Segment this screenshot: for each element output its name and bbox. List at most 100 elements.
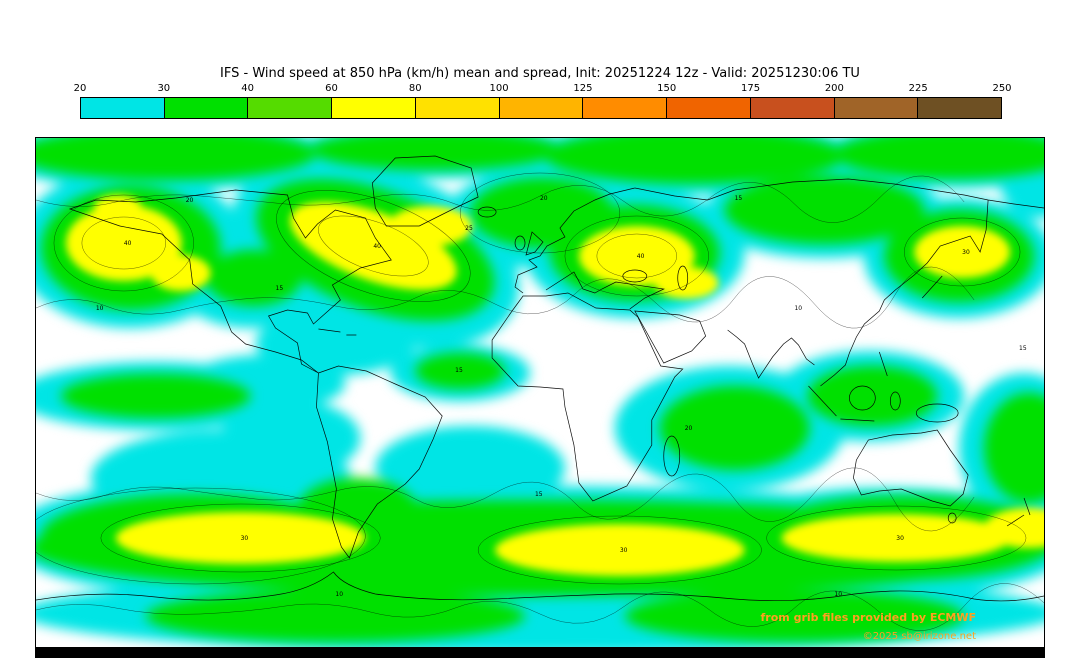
map-frame: 20 10 40 15 40 25 20 40 15 10 30 15 30 30 30 15 10 10 20 15… [35,137,1045,658]
contour-label: 40 [373,243,381,250]
colorbar-tick-label: 40 [241,83,254,94]
map-geometry [984,508,1044,548]
colorbar: 20 30 40 60 80 100 125 150 175 200 225 250 [74,83,1012,123]
coast-mediterranean [545,271,665,310]
coast-south-america [316,365,443,559]
map-geometry [36,138,316,180]
coast-arabia [634,310,707,364]
colorbar-segment [81,98,165,118]
colorbar-segment [164,98,249,118]
attribution-copyright: ©2025 sb@irizone.net [862,631,976,642]
contour-label: 20 [186,197,194,204]
contour-label: 40 [124,240,132,247]
map-geometry [659,386,810,470]
map-geometry [477,515,762,585]
coast-borneo [849,385,876,411]
map-geometry [914,226,1011,278]
map-geometry [545,138,845,184]
map-geometry [100,503,381,573]
contour-label: 10 [834,591,842,598]
map-geometry [807,366,938,426]
colorbar-segment [667,98,751,118]
colorbar-tick-label: 60 [325,83,338,94]
coast-australia [853,429,969,507]
coast-tasmania [947,512,957,524]
map-geometry [60,374,251,418]
contour-label: 25 [465,225,473,232]
map-geometry [834,138,1044,179]
contour-label: 15 [535,491,543,498]
map-geometry [984,393,1044,503]
map-geometry [220,400,361,476]
map-geometry [36,175,965,223]
map-geometry [318,215,429,277]
map-geometry [36,487,366,585]
contour-label: 15 [455,367,463,374]
coast-ireland [514,235,526,251]
map-geometry [36,467,975,532]
colorbar-tick-label: 175 [740,83,761,94]
map-geometry [205,250,302,306]
map-geometry [654,267,719,299]
contour-label: 15 [276,285,284,292]
map-geometry [724,176,925,244]
colorbar-tick-label: 250 [992,83,1012,94]
world-map: 20 10 40 15 40 25 20 40 15 10 30 15 30 30 30 15 10 10 20 15 [36,138,1044,647]
map-geometry [781,514,1012,562]
colorbar-segment [918,98,1002,118]
map-geometry [624,590,965,642]
contour-label: 30 [962,249,970,256]
coast-greenland [371,155,479,227]
coast-asia-east [820,199,989,387]
map-geometry [53,194,194,292]
colorbar-segment [583,98,668,118]
colorbar-segment [834,98,919,118]
map-geometry [415,353,506,389]
contour-label: 30 [620,547,628,554]
colorbar-tick-label: 150 [657,83,677,94]
map-geometry [150,255,211,291]
colorbar-tick-label: 100 [489,83,509,94]
map-bottom-bar [36,647,1044,657]
coast-north-america [68,189,392,374]
colorbar-segment [415,98,500,118]
colorbar-tick-label: 225 [908,83,928,94]
coast-philippines [878,351,888,377]
colorbar-bar [80,97,1002,119]
coast-java [840,418,875,422]
coast-black-sea [622,269,648,283]
map-geometry [310,138,560,170]
coast-west-europe [514,187,635,294]
attribution-ecmwf: from grib files provided by ECMWF [760,611,976,624]
coast-japan [921,275,943,299]
map-geometry [81,216,166,270]
contour-label: 30 [896,535,904,542]
coast-new-guinea [915,403,959,423]
coast-cuba [318,328,357,336]
map-geometry [276,190,471,302]
map-geometry [564,215,709,297]
coast-africa [491,292,684,502]
colorbar-tick-label: 125 [573,83,593,94]
coast-antarctica [36,571,1044,602]
map-geometry [289,202,457,290]
contour-label: 10 [335,591,343,598]
colorbar-segment [499,98,584,118]
contour-label: 30 [241,535,249,542]
map-geometry [36,266,975,329]
colorbar-tick-label: 200 [824,83,844,94]
map-geometry [766,505,1027,571]
coast-india [727,329,815,379]
coast-sulawesi [889,391,901,411]
contour-labels-layer: 20 10 40 15 40 25 20 40 15 10 30 15 30 30 30 15 10 10 20 15 [96,195,1027,598]
coastlines-layer [36,155,1044,602]
colorbar-tick-label: 20 [73,83,87,94]
contour-label: 10 [794,305,802,312]
coast-madagascar [663,435,681,477]
contour-label: 15 [735,195,743,202]
colorbar-tick-label: 30 [157,83,171,94]
contour-label: 15 [1019,345,1027,352]
contour-label: 10 [96,305,104,312]
map-geometry [495,524,745,576]
